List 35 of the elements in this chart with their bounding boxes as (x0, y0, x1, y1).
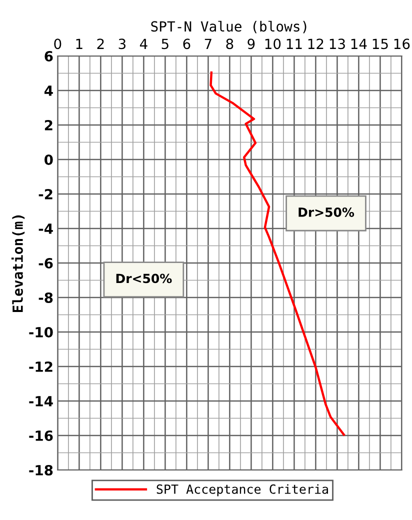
y-tick-label: -6 (38, 258, 53, 268)
x-tick-label: 8 (226, 38, 234, 50)
x-tick-label: 14 (351, 38, 367, 49)
x-tick-label: 0 (54, 38, 62, 50)
y-tick-label: -4 (38, 224, 53, 234)
legend-label: SPT Acceptance Criteria (156, 484, 328, 496)
y-tick-label: 6 (44, 50, 53, 62)
y-tick-label: -10 (29, 326, 53, 338)
x-tick-label: 13 (330, 38, 345, 50)
x-tick-label: 4 (140, 38, 148, 49)
x-tick-label: 15 (372, 38, 388, 50)
x-tick-label: 7 (204, 38, 212, 49)
x-tick-label: 9 (248, 38, 255, 50)
x-axis-title: SPT-N Value (blows) (151, 20, 306, 34)
y-tick-label: 2 (44, 120, 52, 130)
x-tick-label: 10 (265, 38, 281, 50)
annotation: Dr<50% (116, 274, 172, 284)
annotation: Dr>50% (298, 207, 354, 217)
x-tick-label: 2 (97, 38, 104, 49)
x-tick-label: 1 (76, 38, 82, 49)
x-tick-label: 3 (118, 38, 126, 50)
y-tick-label: 4 (44, 86, 53, 96)
x-tick-label: 5 (162, 38, 168, 50)
y-tick-label: -18 (29, 464, 53, 476)
y-tick-label: -14 (29, 396, 53, 406)
x-tick-label: 16 (394, 38, 410, 50)
y-tick-label: 0 (44, 154, 53, 165)
y-axis-title: Elevation(m) (11, 215, 25, 312)
y-tick-label: -16 (29, 430, 53, 441)
x-tick-label: 11 (286, 38, 302, 49)
x-tick-label: 6 (183, 38, 190, 50)
y-tick-label: -2 (38, 188, 52, 200)
y-tick-label: -12 (29, 361, 52, 372)
y-tick-label: -8 (38, 292, 53, 303)
x-tick-label: 12 (308, 38, 324, 49)
